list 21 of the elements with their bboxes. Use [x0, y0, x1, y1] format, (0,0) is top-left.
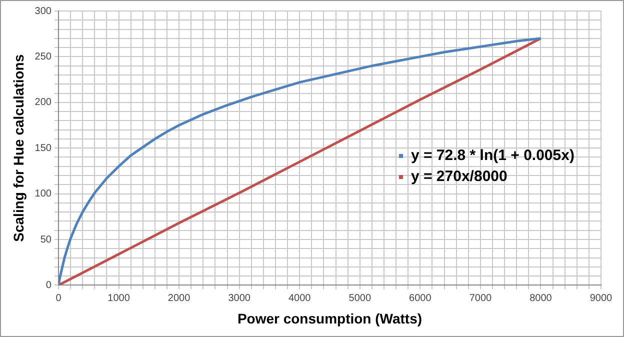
y-tick-label: 250: [34, 51, 52, 62]
x-tick-label: 7000: [469, 292, 492, 304]
y-tick-label: 0: [46, 280, 52, 291]
y-tick-label: 100: [34, 188, 52, 200]
x-tick-label: 2000: [168, 292, 191, 304]
y-tick-label: 300: [34, 6, 52, 17]
x-tick-label: 9000: [590, 292, 613, 304]
x-tick-label: 4000: [288, 292, 312, 304]
x-tick-label: 6000: [409, 292, 432, 304]
y-tick-label: 200: [34, 97, 52, 108]
y-axis-title: Scaling for Hue calculations: [10, 54, 26, 242]
legend-label: y = 270x/8000: [411, 168, 508, 185]
legend-label: y = 72.8 * ln(1 + 0.005x): [411, 147, 574, 164]
x-tick-label: 5000: [348, 292, 372, 304]
x-tick-label: 8000: [530, 292, 552, 304]
y-tick-label: 150: [34, 142, 52, 154]
x-tick-label: 0: [56, 292, 62, 304]
x-axis-title: Power consumption (Watts): [237, 310, 422, 326]
x-tick-label: 1000: [108, 292, 130, 304]
x-tick-label: 3000: [228, 292, 251, 304]
y-tick-label: 50: [40, 234, 52, 246]
